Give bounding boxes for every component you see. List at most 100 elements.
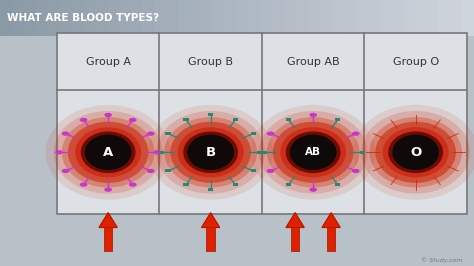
Bar bbox=[95, 0, 107, 36]
Ellipse shape bbox=[383, 127, 449, 177]
Text: Group B: Group B bbox=[188, 57, 233, 67]
Bar bbox=[0, 0, 12, 36]
Bar bbox=[462, 0, 474, 36]
Bar bbox=[237, 0, 249, 36]
Polygon shape bbox=[99, 213, 117, 227]
Ellipse shape bbox=[81, 131, 136, 173]
Bar bbox=[142, 0, 154, 36]
Bar bbox=[36, 0, 47, 36]
Bar bbox=[107, 0, 118, 36]
Bar bbox=[154, 0, 166, 36]
Circle shape bbox=[104, 113, 112, 117]
Ellipse shape bbox=[392, 135, 439, 170]
Circle shape bbox=[147, 131, 155, 136]
Ellipse shape bbox=[62, 117, 155, 188]
Bar bbox=[379, 0, 391, 36]
Bar bbox=[190, 0, 201, 36]
Ellipse shape bbox=[148, 105, 273, 200]
Bar bbox=[332, 0, 344, 36]
Bar bbox=[286, 183, 291, 186]
Text: WHAT ARE BLOOD TYPES?: WHAT ARE BLOOD TYPES? bbox=[7, 13, 159, 23]
Ellipse shape bbox=[178, 127, 244, 177]
Circle shape bbox=[267, 131, 274, 136]
Bar bbox=[427, 0, 438, 36]
Bar bbox=[450, 0, 462, 36]
Bar bbox=[12, 0, 24, 36]
Bar bbox=[213, 0, 225, 36]
Bar bbox=[83, 0, 95, 36]
Bar bbox=[415, 0, 427, 36]
Text: Group A: Group A bbox=[86, 57, 131, 67]
Circle shape bbox=[352, 169, 360, 173]
Ellipse shape bbox=[273, 122, 354, 183]
Ellipse shape bbox=[187, 135, 234, 170]
Bar bbox=[71, 0, 83, 36]
Text: Group O: Group O bbox=[392, 57, 439, 67]
Bar bbox=[47, 0, 59, 36]
Ellipse shape bbox=[369, 117, 462, 188]
Ellipse shape bbox=[280, 127, 346, 177]
Bar bbox=[327, 227, 336, 251]
Text: B: B bbox=[206, 146, 216, 159]
Ellipse shape bbox=[54, 111, 163, 194]
Ellipse shape bbox=[393, 135, 438, 169]
Circle shape bbox=[104, 188, 112, 192]
Ellipse shape bbox=[75, 127, 141, 177]
Circle shape bbox=[310, 113, 317, 117]
Ellipse shape bbox=[375, 122, 456, 183]
Ellipse shape bbox=[170, 122, 251, 183]
Bar bbox=[166, 0, 178, 36]
Circle shape bbox=[129, 182, 137, 187]
Bar bbox=[178, 0, 190, 36]
Bar bbox=[206, 227, 215, 251]
Bar bbox=[360, 151, 365, 154]
Bar bbox=[284, 0, 296, 36]
Bar bbox=[296, 0, 308, 36]
Bar bbox=[59, 0, 71, 36]
Bar bbox=[118, 0, 130, 36]
Circle shape bbox=[80, 118, 87, 122]
Bar bbox=[261, 0, 273, 36]
Bar bbox=[233, 118, 238, 122]
Bar bbox=[251, 132, 256, 135]
Ellipse shape bbox=[68, 122, 148, 183]
Bar bbox=[344, 0, 356, 36]
Bar bbox=[291, 227, 300, 251]
Polygon shape bbox=[286, 213, 304, 227]
Bar bbox=[391, 0, 403, 36]
Bar bbox=[233, 183, 238, 186]
Ellipse shape bbox=[361, 111, 470, 194]
Text: A: A bbox=[103, 146, 113, 159]
Ellipse shape bbox=[85, 135, 131, 170]
Ellipse shape bbox=[388, 131, 443, 173]
Bar bbox=[57, 33, 467, 214]
Circle shape bbox=[62, 169, 69, 173]
Ellipse shape bbox=[286, 131, 340, 173]
Bar bbox=[130, 0, 142, 36]
Bar bbox=[249, 0, 261, 36]
Bar bbox=[183, 118, 189, 122]
Bar bbox=[104, 227, 112, 251]
Circle shape bbox=[62, 131, 69, 136]
Ellipse shape bbox=[267, 117, 359, 188]
Bar bbox=[356, 0, 367, 36]
Bar bbox=[261, 151, 267, 154]
Bar bbox=[335, 183, 340, 186]
Text: AB: AB bbox=[305, 147, 321, 157]
Ellipse shape bbox=[290, 135, 337, 170]
Ellipse shape bbox=[297, 140, 329, 164]
Circle shape bbox=[147, 169, 155, 173]
Circle shape bbox=[154, 150, 161, 155]
Text: © Study.com: © Study.com bbox=[421, 258, 462, 263]
Ellipse shape bbox=[86, 135, 130, 169]
Bar bbox=[208, 114, 213, 117]
Bar bbox=[308, 0, 320, 36]
Bar bbox=[24, 0, 36, 36]
Circle shape bbox=[80, 182, 87, 187]
Ellipse shape bbox=[251, 105, 375, 200]
Bar bbox=[225, 0, 237, 36]
Bar bbox=[367, 0, 379, 36]
Bar bbox=[273, 0, 284, 36]
Bar bbox=[251, 169, 256, 172]
Ellipse shape bbox=[400, 140, 432, 164]
